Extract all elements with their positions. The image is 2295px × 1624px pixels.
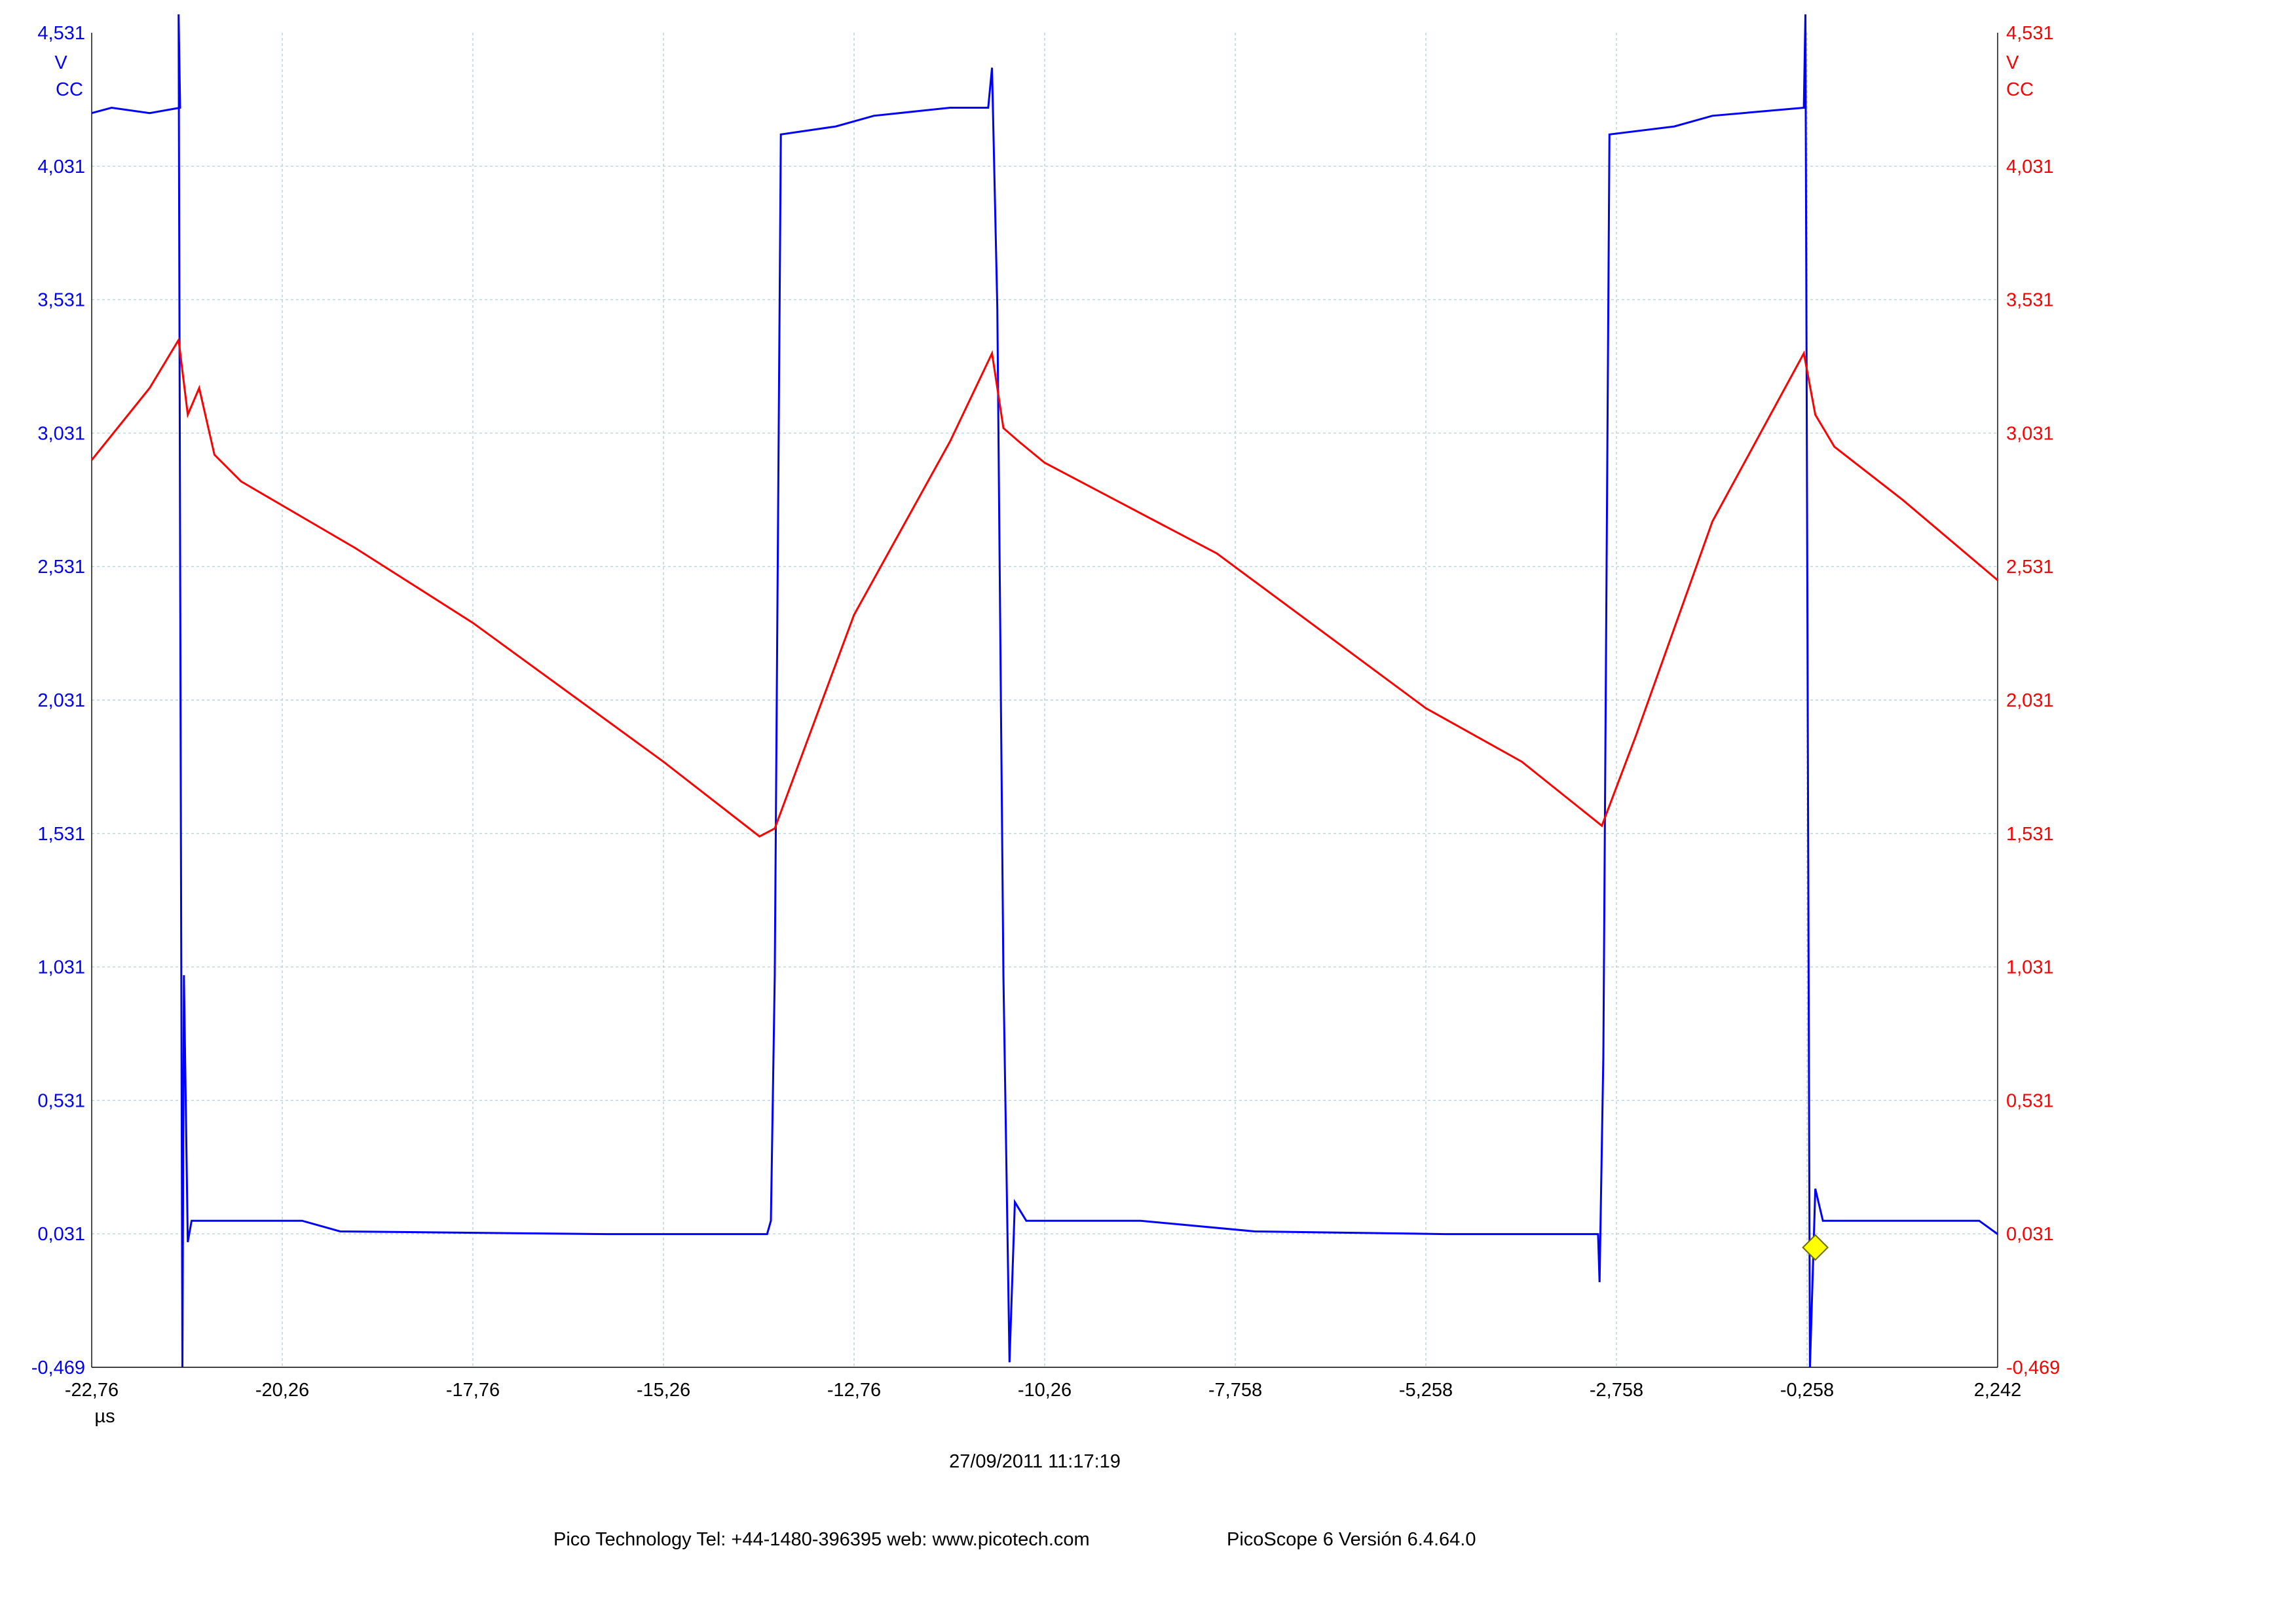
right-axis-unit: V: [2006, 52, 2019, 73]
red-channel-trace: [90, 337, 1998, 838]
x-tick-label: -22,76: [65, 1380, 119, 1401]
trigger-markers: [1802, 1234, 1829, 1261]
right-y-tick-label: 2,531: [2006, 557, 2054, 578]
left-y-tick-label: 1,031: [37, 957, 85, 978]
left-y-axis-ticks: 4,531 4,031 3,531 3,031 2,531 2,031 1,531 1,031…: [31, 23, 85, 1378]
right-y-tick-label: 0,531: [2006, 1090, 2054, 1111]
left-y-tick-label: 0,031: [37, 1224, 85, 1245]
left-y-tick-label: 3,031: [37, 423, 85, 444]
left-y-tick-label: -0,469: [31, 1357, 85, 1378]
left-axis-unit: V: [54, 52, 67, 73]
left-y-tick-label: 2,531: [37, 557, 85, 578]
right-y-tick-label: 2,031: [2006, 690, 2054, 711]
right-y-tick-label: 0,031: [2006, 1224, 2054, 1245]
right-y-tick-label: 1,531: [2006, 824, 2054, 845]
x-tick-label: -15,26: [637, 1380, 690, 1401]
x-tick-label: -0,258: [1780, 1380, 1834, 1401]
right-y-axis-ticks: 4,531 4,031 3,531 3,031 2,531 2,031 1,531 1,031…: [2006, 23, 2060, 1378]
right-y-tick-label: -0,469: [2006, 1357, 2060, 1378]
left-y-tick-label: 2,031: [37, 690, 85, 711]
series-traces: [90, 14, 1998, 1368]
trigger-marker-icon[interactable]: [1802, 1234, 1829, 1261]
left-axis-coupling: CC: [56, 79, 83, 100]
blue-channel-trace: [91, 14, 1998, 1368]
left-y-tick-label: 3,531: [37, 290, 85, 311]
right-y-tick-label: 3,531: [2006, 290, 2054, 311]
x-tick-label: -7,758: [1208, 1380, 1262, 1401]
right-y-tick-label: 3,031: [2006, 423, 2054, 444]
x-tick-label: -20,26: [255, 1380, 309, 1401]
x-tick-label: -2,758: [1590, 1380, 1643, 1401]
x-tick-label: -10,26: [1018, 1380, 1072, 1401]
right-y-tick-label: 4,031: [2006, 157, 2054, 177]
software-version: PicoScope 6 Versión 6.4.64.0: [1227, 1529, 1476, 1550]
left-y-tick-label: 4,531: [37, 23, 85, 44]
capture-timestamp: 27/09/2011 11:17:19: [949, 1451, 1121, 1472]
x-tick-label: -5,258: [1399, 1380, 1453, 1401]
x-tick-label: -17,76: [446, 1380, 500, 1401]
right-axis-coupling: CC: [2006, 79, 2034, 100]
left-y-tick-label: 0,531: [37, 1090, 85, 1111]
company-info: Pico Technology Tel: +44-1480-396395 web…: [553, 1529, 1090, 1550]
left-y-tick-label: 1,531: [37, 824, 85, 845]
right-y-tick-label: 4,531: [2006, 23, 2054, 44]
x-tick-label: -12,76: [827, 1380, 881, 1401]
right-y-tick-label: 1,031: [2006, 957, 2054, 978]
x-axis-unit: µs: [94, 1406, 115, 1427]
x-tick-label: 2,242: [1974, 1380, 2022, 1401]
left-y-tick-label: 4,031: [37, 157, 85, 177]
axes: [91, 33, 1998, 1368]
x-axis-ticks: -22,76 -20,26 -17,76 -15,26 -12,76 -10,26 -7,7…: [65, 1380, 2021, 1401]
